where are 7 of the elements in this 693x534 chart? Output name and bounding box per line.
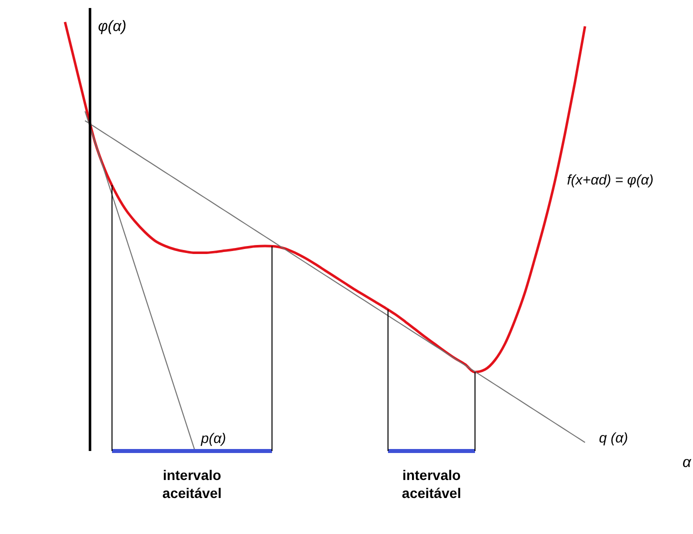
series-label: q (α) [599,429,628,446]
series-label: p(α) [200,430,226,446]
y-axis-title: φ(α) [98,18,126,35]
series-label: f(x+αd) = φ(α) [567,172,654,188]
text: intervalo aceitável [402,467,462,501]
text: α [682,454,692,471]
text: intervalo aceitável [162,467,222,501]
